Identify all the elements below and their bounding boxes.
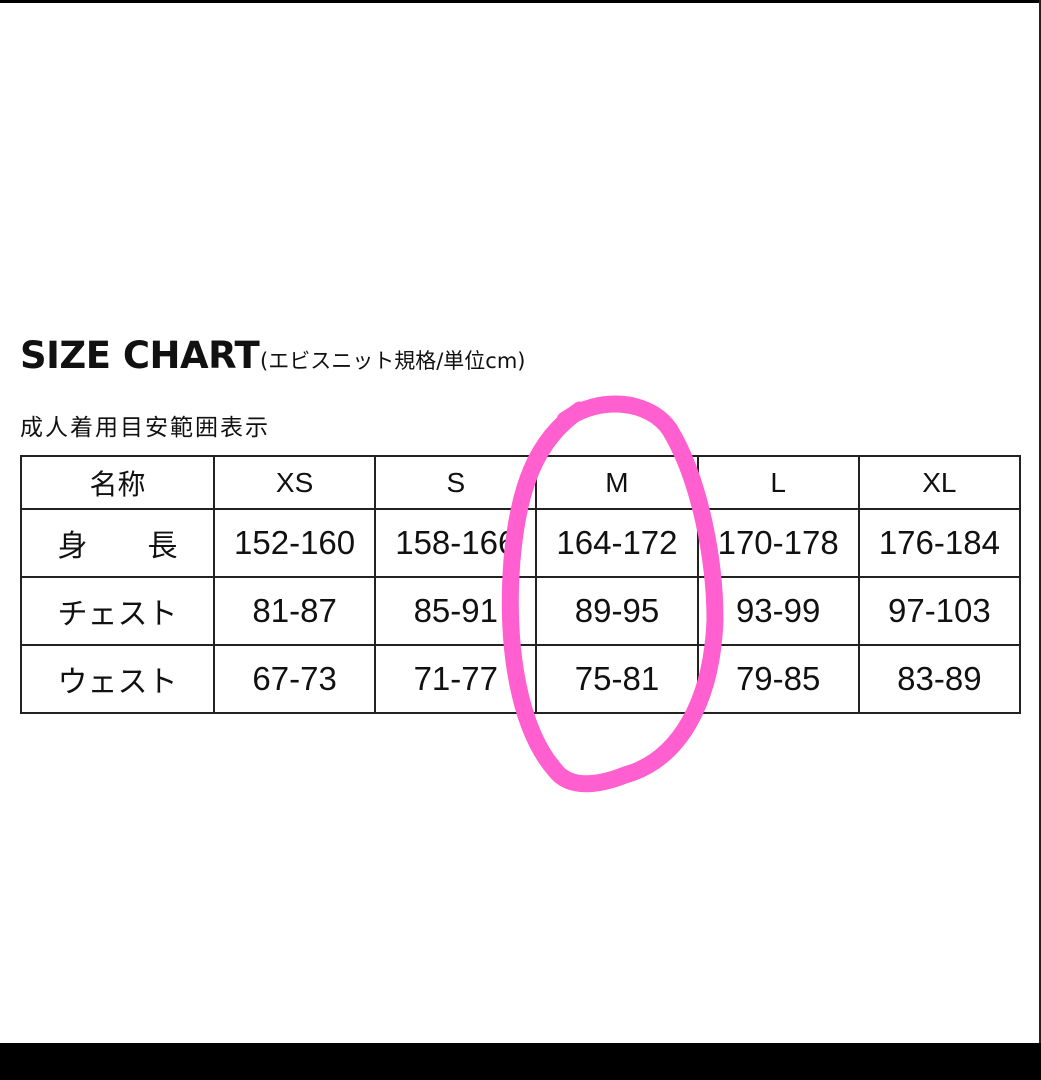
cell: 176-184 [857, 508, 1022, 578]
cell: 79-85 [696, 644, 860, 714]
table-header-row: 名称 XS S M L XL [20, 455, 1022, 510]
header-cell: XL [857, 455, 1022, 510]
header-cell: L [696, 455, 860, 510]
header-cell: XS [212, 455, 377, 510]
page-title: SIZE CHART [20, 334, 260, 377]
top-border [0, 0, 1041, 3]
row-label: 身 長 [20, 508, 215, 578]
cell: 81-87 [212, 576, 377, 646]
cell: 164-172 [535, 508, 699, 578]
cell: 83-89 [857, 644, 1022, 714]
header-cell: S [374, 455, 538, 510]
right-border [1039, 0, 1041, 1043]
cell: 75-81 [535, 644, 699, 714]
header-cell: M [535, 455, 699, 510]
table-row: ウェスト 67-73 71-77 75-81 79-85 83-89 [20, 644, 1022, 714]
note: 成人着用目安範囲表示 [20, 415, 270, 441]
highlight-stroke [501, 395, 724, 793]
header-cell: 名称 [20, 455, 215, 510]
row-label: チェスト [20, 576, 215, 646]
subtitle: (エビスニット規格/単位cm) [260, 349, 526, 373]
size-table: 名称 XS S M L XL 身 長 152-160 158-166 164-1… [20, 455, 1022, 714]
bottom-bar [0, 1043, 1041, 1080]
cell: 67-73 [212, 644, 377, 714]
cell: 152-160 [212, 508, 377, 578]
cell: 97-103 [857, 576, 1022, 646]
cell: 89-95 [535, 576, 699, 646]
row-label: ウェスト [20, 644, 215, 714]
cell: 93-99 [696, 576, 860, 646]
cell: 170-178 [696, 508, 860, 578]
